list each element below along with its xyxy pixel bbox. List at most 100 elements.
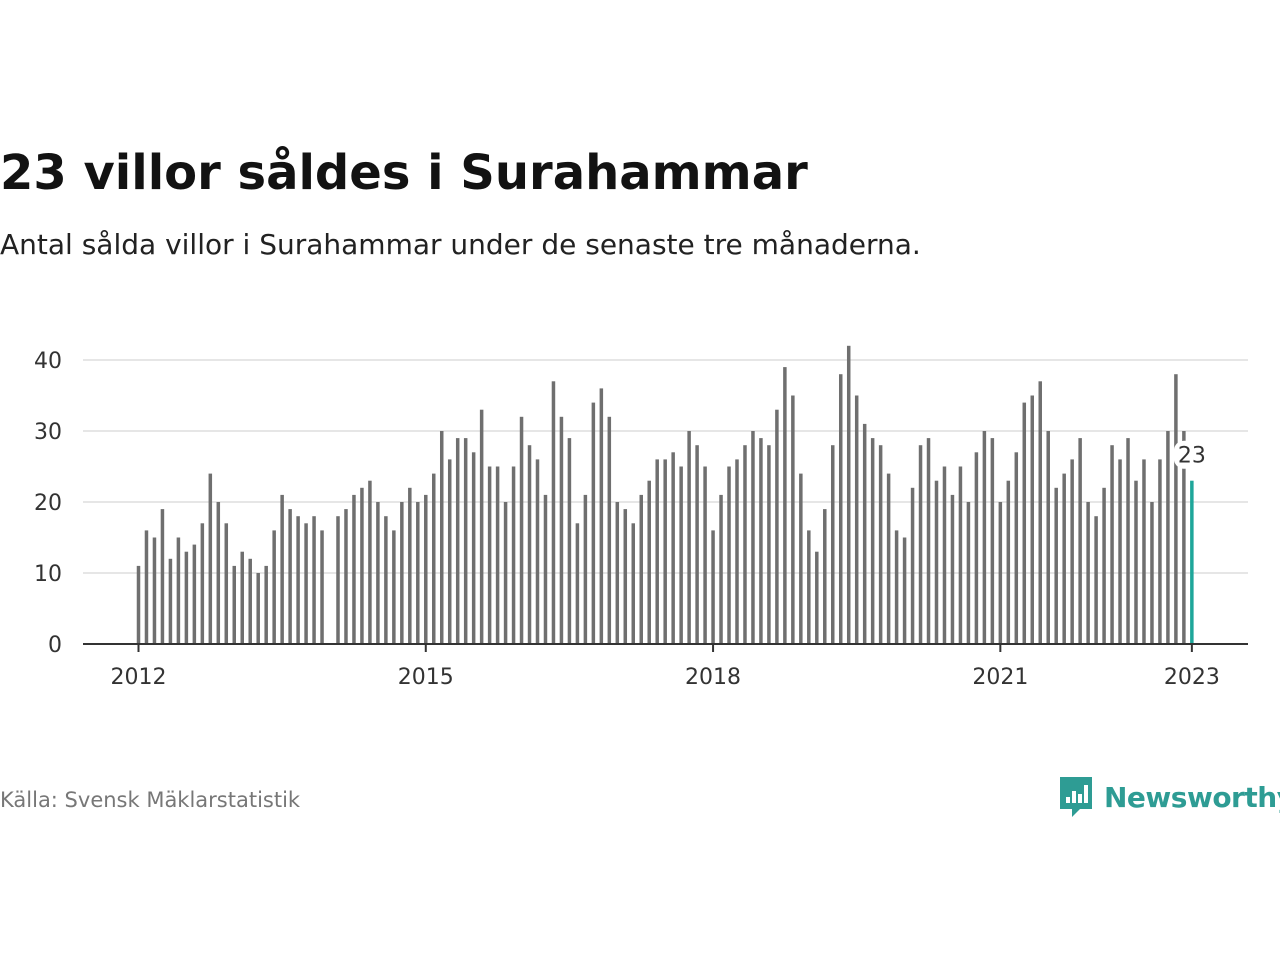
bar [272,530,276,644]
bar [647,480,651,644]
bar [631,523,636,644]
bar [783,367,787,644]
bar [511,466,516,644]
bar [846,345,851,644]
bar [575,523,580,644]
bar [312,516,316,644]
x-tick-label: 2021 [972,665,1028,690]
bar [727,466,731,644]
bar [934,480,939,644]
bar [1070,459,1074,644]
bar [144,530,149,644]
bar [1142,459,1146,644]
bar [831,445,835,644]
bar [264,565,268,644]
chart-title: 23 villor såldes i Surahammar [0,145,808,201]
bar [950,494,955,644]
bar [815,551,819,644]
bar [591,402,596,644]
bar [1150,502,1154,644]
bar [703,466,707,644]
bar [583,494,588,644]
bar [751,431,755,644]
x-tick-label: 2015 [398,665,454,690]
y-tick-label: 0 [48,633,62,658]
bar-chart: 0 10 20 30 40 2012 2015 2018 2021 2023 23 [34,345,1248,690]
bar [1118,459,1122,644]
x-tick-label: 2023 [1164,665,1220,690]
bar [695,445,699,644]
bar [1126,438,1130,644]
bar [567,438,572,644]
bar [527,445,532,644]
bar [1158,459,1162,644]
bar [184,551,189,644]
bar [1094,516,1098,644]
chart-subtitle: Antal sålda villor i Surahammar under de… [0,228,921,261]
bar [551,381,556,644]
bar [503,502,508,644]
bar [1134,480,1138,644]
bar [280,494,284,644]
bar [902,537,907,644]
bar [1182,431,1186,644]
bar [376,502,380,644]
bar [408,487,412,644]
bar [974,452,979,644]
bar [192,544,197,644]
bar [288,509,292,644]
bar [240,551,244,644]
bar [1030,395,1035,644]
bar [623,509,628,644]
bar [759,438,763,644]
bar [1110,445,1114,644]
bar [424,494,428,644]
bar [160,509,165,644]
bar [599,388,604,644]
bar [232,565,237,644]
bar [463,438,468,644]
bar [679,466,683,644]
bar [320,530,324,644]
bar [487,466,492,644]
bar [607,416,612,644]
bar [216,502,221,644]
bar-highlight [1190,480,1194,644]
bar [878,445,883,644]
bar [1102,487,1106,644]
bar [711,530,715,644]
newsworthy-logo[interactable]: Newsworthy [1058,774,1280,820]
source-note: Källa: Svensk Mäklarstatistik [0,788,301,812]
bar [200,523,205,644]
brand-name: Newsworthy [1104,780,1280,814]
bar [838,374,843,644]
bar [519,416,524,644]
bar [687,431,691,644]
data-label-latest: 23 [1178,444,1206,469]
bar [384,516,388,644]
bar [854,395,859,644]
bar [360,487,364,644]
bar [1038,381,1042,644]
bar [998,502,1003,644]
bar [966,502,971,644]
bar [256,573,260,644]
bar [400,502,404,644]
bar [615,502,620,644]
bar [152,537,157,644]
bar [559,416,564,644]
bar [535,459,540,644]
y-tick-label: 20 [34,491,62,516]
bar [432,473,436,644]
bar [344,509,348,644]
bar [176,537,181,644]
bar [894,530,899,644]
bar [990,438,995,644]
bar [224,523,229,644]
bar [392,530,396,644]
bar [767,445,771,644]
bar [416,502,420,644]
bar [1014,452,1019,644]
bar [743,445,747,644]
bar [368,480,372,644]
